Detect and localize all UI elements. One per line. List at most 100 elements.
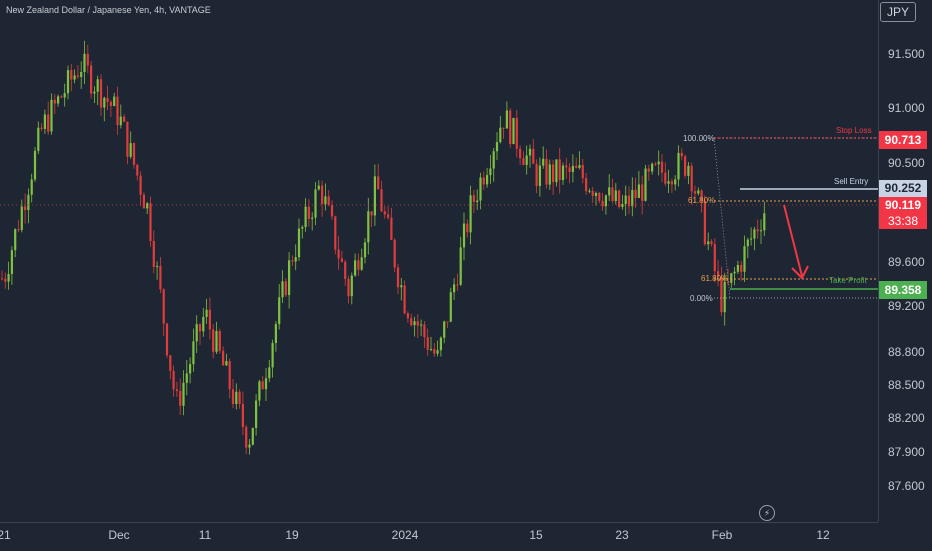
- candle-body: [20, 206, 23, 230]
- candle-body: [132, 143, 136, 165]
- candle-body: [344, 261, 347, 280]
- candle-body: [93, 91, 96, 94]
- candle-body: [726, 281, 730, 283]
- projection-arrowhead: [791, 265, 809, 280]
- candle-body: [136, 164, 139, 176]
- candle-body: [657, 161, 660, 165]
- candle-body: [462, 223, 466, 248]
- candle-body: [367, 211, 370, 243]
- candle-body: [499, 127, 502, 143]
- candle-body: [634, 189, 637, 198]
- candle-body: [390, 217, 393, 240]
- candle-body: [228, 361, 231, 390]
- price-chart[interactable]: [0, 0, 878, 522]
- candle-body: [284, 281, 287, 296]
- candle-body: [604, 195, 607, 207]
- candle-body: [40, 127, 43, 129]
- time-tick: Feb: [711, 528, 733, 542]
- candle-body: [631, 189, 634, 207]
- candle-body: [57, 96, 60, 104]
- candle-body: [373, 176, 376, 216]
- candle-body: [591, 190, 594, 196]
- candle-body: [195, 324, 198, 342]
- candle-body: [581, 165, 584, 179]
- candle-body: [73, 75, 76, 80]
- candle-body: [618, 190, 621, 208]
- candle-body: [103, 97, 106, 108]
- candle-body: [627, 195, 631, 207]
- candle-body: [667, 181, 670, 184]
- stop-loss-price-tag: 90.713: [879, 131, 927, 149]
- candle-body: [179, 390, 182, 406]
- candle-body: [60, 96, 63, 98]
- time-axis[interactable]: [0, 522, 878, 551]
- candle-body: [123, 116, 126, 122]
- price-tick: 88.800: [888, 345, 925, 359]
- candle-body: [426, 337, 429, 350]
- candle-body: [198, 324, 202, 332]
- lightning-icon[interactable]: ⚡: [759, 505, 775, 521]
- candle-body: [212, 329, 215, 352]
- chart-area[interactable]: New Zealand Dollar / Japanese Yen, 4h, V…: [0, 0, 878, 522]
- candle-body: [697, 190, 700, 194]
- candle-body: [314, 189, 317, 218]
- candle-body: [585, 178, 588, 192]
- candle-body: [321, 185, 324, 205]
- candle-body: [558, 159, 561, 181]
- candle-body: [80, 71, 83, 77]
- price-tick: 88.500: [888, 378, 925, 392]
- fib-618-upper-label: 61.80%: [688, 196, 716, 205]
- currency-badge[interactable]: JPY: [880, 2, 916, 22]
- price-tick: 89.600: [888, 255, 925, 269]
- candle-body: [165, 323, 169, 356]
- candle-body: [258, 381, 261, 401]
- candle-body: [621, 203, 624, 208]
- candle-body: [522, 158, 525, 165]
- candle-body: [169, 355, 172, 371]
- price-axis[interactable]: [878, 0, 932, 522]
- candle-body: [192, 341, 195, 365]
- candle-body: [238, 391, 241, 404]
- candle-body: [304, 206, 307, 228]
- candle-body: [651, 163, 654, 172]
- candle-body: [215, 331, 218, 352]
- candle-body: [261, 381, 264, 390]
- candle-body: [288, 260, 291, 296]
- projection-arrow: [783, 204, 803, 277]
- candle-body: [113, 96, 116, 106]
- price-tick: 87.900: [888, 445, 925, 459]
- candle-body: [231, 389, 235, 405]
- candle-body: [482, 177, 485, 185]
- candle-body: [53, 99, 56, 104]
- fib-618-lower-label: 61.80%: [701, 274, 729, 283]
- candle-body: [723, 281, 726, 313]
- candle-body: [568, 167, 571, 173]
- candle-body: [393, 239, 396, 268]
- candle-body: [294, 257, 297, 262]
- candle-body: [680, 152, 683, 157]
- candle-body: [334, 216, 337, 250]
- candle-body: [710, 241, 713, 245]
- candle-body: [439, 337, 442, 351]
- last-price-tag: 90.119: [879, 197, 927, 213]
- candle-body: [202, 316, 205, 332]
- candle-body: [235, 391, 238, 405]
- candle-body: [641, 184, 644, 201]
- time-tick: 12: [816, 528, 830, 542]
- candle-body: [469, 195, 472, 233]
- candle-body: [528, 148, 532, 156]
- candle-body: [106, 97, 109, 102]
- candle-body: [476, 200, 479, 202]
- candle-body: [459, 247, 462, 285]
- symbol-title[interactable]: New Zealand Dollar / Japanese Yen, 4h, V…: [6, 5, 211, 15]
- candle-body: [387, 214, 390, 218]
- candle-body: [182, 382, 185, 406]
- candle-body: [624, 195, 627, 204]
- candle-body: [327, 196, 330, 206]
- candle-body: [83, 53, 86, 72]
- time-tick: 15: [529, 528, 543, 542]
- candle-body: [152, 240, 155, 267]
- candle-body: [350, 275, 353, 297]
- take-profit-label: Take Profit: [829, 276, 867, 285]
- candle-body: [47, 114, 50, 132]
